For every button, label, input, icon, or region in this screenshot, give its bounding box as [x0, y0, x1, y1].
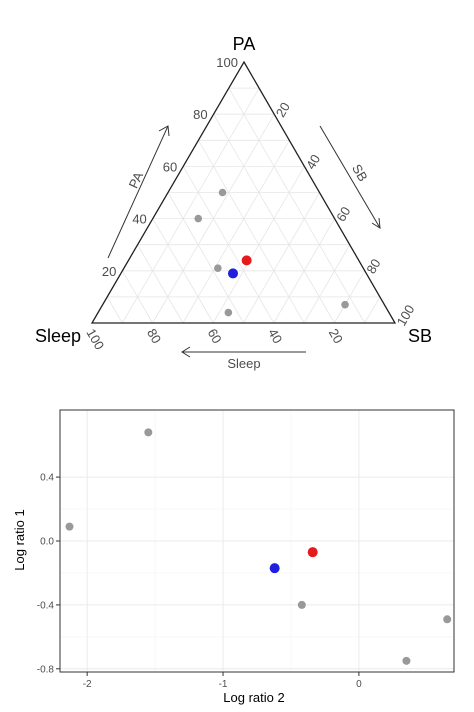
grid-line-sb: [243, 192, 320, 324]
tick-label-sb: 60: [333, 204, 353, 224]
sleep-axis-arrow: Sleep: [181, 346, 306, 371]
y-tick-label: -0.4: [37, 600, 55, 611]
y-tick-label: -0.8: [37, 664, 55, 675]
x-tick-label: 0: [356, 679, 362, 690]
ternary-point: [227, 268, 238, 279]
tick-label-sleep: 60: [205, 326, 225, 346]
pa-axis-label: PA: [126, 169, 147, 190]
tick-label-pa: 40: [132, 212, 146, 227]
ternary-point: [224, 308, 233, 317]
scatter-point: [65, 522, 74, 531]
scatter-point: [269, 563, 280, 574]
pa-axis-arrow: PA: [107, 125, 170, 259]
grid-line-sb: [364, 296, 381, 324]
ternary-point: [194, 214, 203, 223]
scatter-grid: [60, 410, 454, 672]
tick-label-pa: 20: [102, 264, 116, 279]
ternary-points: [194, 188, 349, 317]
tick-label-sb: 100: [394, 302, 418, 328]
ternary-point: [341, 300, 349, 309]
grid-line-sleep: [152, 218, 214, 324]
scatter-point: [297, 600, 306, 609]
y-tick-label: 0.4: [40, 473, 54, 484]
grid-line-sleep: [228, 87, 366, 324]
pa-arrow-head: [158, 125, 170, 137]
tick-label-sleep: 80: [144, 326, 164, 346]
ternary-point: [241, 255, 252, 266]
scatter-point: [144, 428, 153, 437]
grid-line-sleep: [167, 192, 244, 324]
tick-label-pa: 60: [163, 159, 177, 174]
ternary-border: [90, 60, 397, 324]
ternary-plot: 20 20 20 40 40 40 60 60 60 80 80 80 100 100 100 PA Sle…: [35, 34, 432, 371]
tick-label-sb: 20: [273, 100, 293, 120]
corner-label-pa: PA: [233, 34, 256, 54]
y-tick-label: 0.0: [40, 537, 54, 548]
scatter-point: [402, 656, 411, 665]
scatter-axes: -2 -1 0 0.4 0.0 -0.4 -0.8: [37, 473, 362, 690]
x-tick-label: -1: [219, 679, 228, 690]
tick-label-sleep: 20: [326, 326, 346, 346]
y-axis-label: Log ratio 1: [12, 509, 27, 570]
tick-label-sb: 40: [303, 152, 323, 172]
sb-arrow-head: [371, 217, 381, 229]
tick-label-sleep: 40: [265, 326, 285, 346]
ternary-point: [218, 188, 227, 197]
ternary-grid: [106, 87, 381, 324]
scatter-point: [307, 547, 318, 558]
tick-label-pa: 80: [193, 107, 207, 122]
grid-line-sleep: [106, 296, 123, 324]
sleep-arrow-head: [181, 346, 191, 358]
grid-line-sb: [334, 270, 366, 324]
corner-label-sb: SB: [408, 326, 432, 346]
ternary-point: [214, 264, 222, 272]
grid-line-sleep: [137, 244, 184, 324]
tick-label-sleep: 100: [83, 326, 107, 352]
corner-label-sleep: Sleep: [35, 326, 81, 346]
x-axis-label: Log ratio 2: [223, 690, 284, 705]
tick-label-sb: 80: [363, 256, 383, 276]
tick-label-pa: 100: [216, 55, 238, 70]
scatter-plot: -2 -1 0 0.4 0.0 -0.4 -0.8 Log ratio 2 Log rati…: [12, 409, 455, 705]
scatter-points: [65, 428, 452, 665]
grid-line-sb: [273, 218, 335, 324]
grid-line-sleep: [122, 270, 153, 324]
grid-line-sleep: [198, 140, 305, 324]
grid-line-sb: [303, 244, 351, 324]
x-tick-label: -2: [83, 679, 92, 690]
pa-arrow-line: [107, 125, 169, 259]
ternary-tick-labels: 20 20 20 40 40 40 60 60 60 80 80 80 100 100 100: [83, 55, 417, 352]
grid-line-sb: [182, 140, 290, 324]
sleep-axis-label: Sleep: [227, 356, 260, 371]
grid-line-sb: [121, 87, 260, 324]
sb-arrow-line: [319, 125, 381, 229]
scatter-point: [443, 615, 452, 624]
